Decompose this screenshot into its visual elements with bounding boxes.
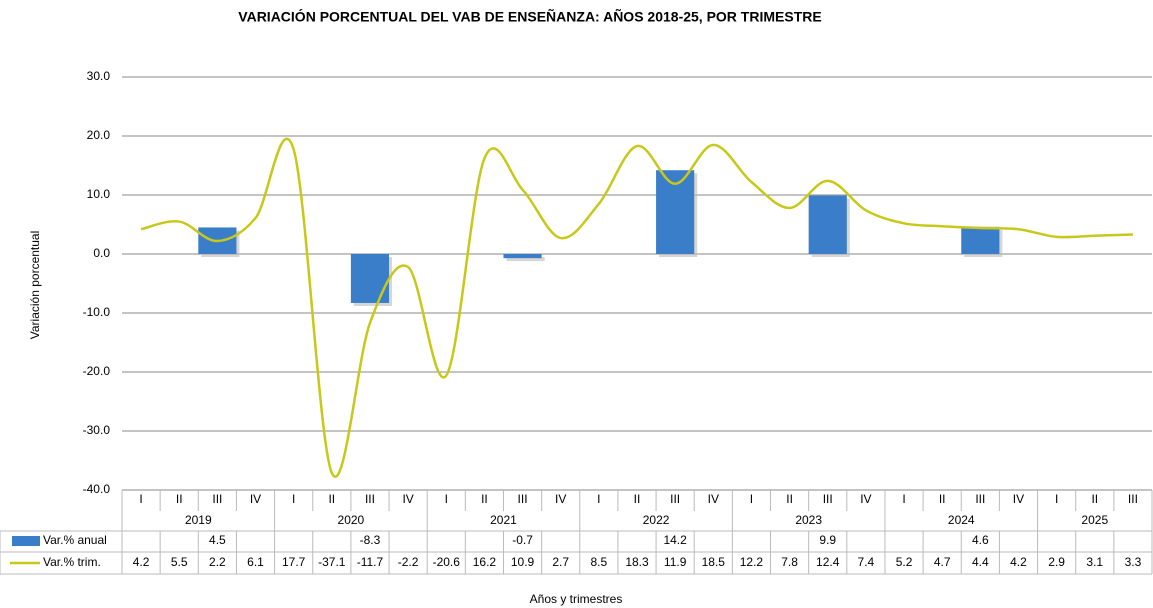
x-tick-label: IV <box>708 492 719 506</box>
table-value: 4.2 <box>133 555 150 569</box>
table-value: 12.4 <box>816 555 840 569</box>
table-value: 4.7 <box>934 555 951 569</box>
y-tick-label: -40.0 <box>83 482 111 496</box>
table-value: -20.6 <box>433 555 461 569</box>
x-tick-label: II <box>1091 492 1098 506</box>
x-group-label: 2020 <box>338 513 365 527</box>
table-value: 11.9 <box>664 555 687 569</box>
x-tick-label: I <box>750 492 753 506</box>
table-value: 6.1 <box>247 555 264 569</box>
table-value: 2.7 <box>552 555 569 569</box>
x-group-label: 2021 <box>490 513 517 527</box>
x-tick-label: III <box>975 492 985 506</box>
x-tick-label: II <box>328 492 335 506</box>
x-group-label: 2024 <box>948 513 975 527</box>
x-tick-label: II <box>786 492 793 506</box>
table-value: 5.5 <box>171 555 188 569</box>
x-group-label: 2025 <box>1081 513 1108 527</box>
table-value: 4.5 <box>209 533 226 547</box>
line <box>140 137 1133 478</box>
y-tick-label: 10.0 <box>87 187 111 201</box>
x-tick-label: III <box>365 492 375 506</box>
table-value: 2.2 <box>209 555 226 569</box>
table-value: 3.1 <box>1086 555 1103 569</box>
table-value: 12.2 <box>740 555 764 569</box>
table-value: -37.1 <box>318 555 346 569</box>
table-value: -8.3 <box>360 533 381 547</box>
legend-swatch <box>12 536 40 546</box>
table-value: 10.9 <box>511 555 535 569</box>
x-tick-label: III <box>670 492 680 506</box>
x-group-label: 2023 <box>795 513 822 527</box>
table-value: 2.9 <box>1048 555 1065 569</box>
x-tick-label: II <box>634 492 641 506</box>
table-value: 9.9 <box>819 533 836 547</box>
x-group-label: 2019 <box>185 513 212 527</box>
table-value: 4.2 <box>1010 555 1027 569</box>
table-value: 7.4 <box>858 555 875 569</box>
table-value: 4.6 <box>972 533 989 547</box>
y-tick-label: 30.0 <box>87 69 111 83</box>
x-tick-label: IV <box>402 492 413 506</box>
x-tick-label: IV <box>1013 492 1024 506</box>
table-value: 8.5 <box>591 555 608 569</box>
table-value: -2.2 <box>398 555 419 569</box>
table-value: 4.4 <box>972 555 989 569</box>
x-tick-label: III <box>1128 492 1138 506</box>
table-value: 7.8 <box>781 555 798 569</box>
table-value: 16.2 <box>473 555 497 569</box>
x-tick-label: IV <box>250 492 261 506</box>
y-tick-label: -10.0 <box>83 305 111 319</box>
x-tick-label: III <box>823 492 833 506</box>
x-tick-label: I <box>597 492 600 506</box>
x-tick-label: I <box>902 492 905 506</box>
bar <box>961 226 1000 254</box>
x-tick-label: II <box>939 492 946 506</box>
table-value: 5.2 <box>896 555 913 569</box>
table-value: 3.3 <box>1125 555 1142 569</box>
x-group-label: 2022 <box>643 513 670 527</box>
bar-shadow <box>506 257 545 262</box>
table-value: -11.7 <box>357 555 384 569</box>
table-value: 14.2 <box>663 533 687 547</box>
y-tick-label: -20.0 <box>83 364 111 378</box>
y-tick-label: 20.0 <box>87 128 111 142</box>
table-value: 18.3 <box>625 555 649 569</box>
x-tick-label: I <box>139 492 142 506</box>
table-value: 18.5 <box>702 555 726 569</box>
y-tick-label: 0.0 <box>93 246 110 260</box>
y-tick-label: -30.0 <box>83 423 111 437</box>
legend-label: Var.% anual <box>43 533 107 547</box>
x-tick-label: III <box>518 492 528 506</box>
x-tick-label: I <box>1055 492 1058 506</box>
x-tick-label: I <box>292 492 295 506</box>
table-value: -0.7 <box>512 533 533 547</box>
x-tick-label: IV <box>555 492 566 506</box>
chart-title: VARIACIÓN PORCENTUAL DEL VAB DE ENSEÑANZ… <box>238 8 821 25</box>
x-tick-label: II <box>176 492 183 506</box>
table-value: 17.7 <box>282 555 306 569</box>
x-axis-label: Años y trimestres <box>530 592 623 606</box>
bar <box>350 254 390 303</box>
bar <box>808 195 847 254</box>
x-tick-label: II <box>481 492 488 506</box>
x-tick-label: III <box>212 492 222 506</box>
bar <box>503 254 542 259</box>
y-axis-label: Variación porcentual <box>28 231 42 340</box>
x-tick-label: IV <box>860 492 871 506</box>
legend-label: Var.% trim. <box>43 555 101 569</box>
x-tick-label: I <box>445 492 448 506</box>
